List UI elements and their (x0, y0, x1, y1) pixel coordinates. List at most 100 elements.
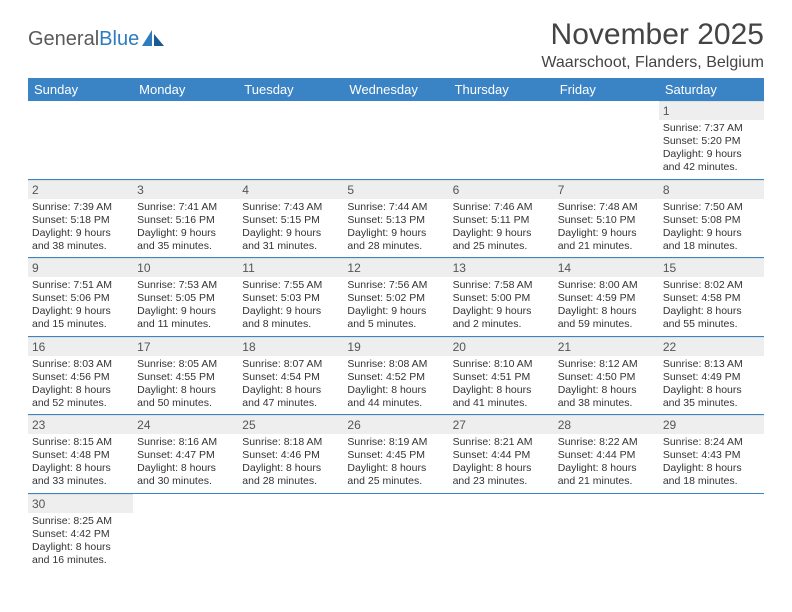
logo: GeneralBlue (28, 18, 166, 51)
day-number: 9 (28, 258, 133, 277)
day-cell: 18Sunrise: 8:07 AMSunset: 4:54 PMDayligh… (238, 336, 343, 415)
day-cell: 4Sunrise: 7:43 AMSunset: 5:15 PMDaylight… (238, 179, 343, 258)
week-row: 1Sunrise: 7:37 AMSunset: 5:20 PMDaylight… (28, 101, 764, 179)
weekday-header: Thursday (449, 78, 554, 101)
day-details: Sunrise: 7:46 AMSunset: 5:11 PMDaylight:… (449, 199, 554, 258)
day-cell: 9Sunrise: 7:51 AMSunset: 5:06 PMDaylight… (28, 258, 133, 337)
day-details: Sunrise: 8:00 AMSunset: 4:59 PMDaylight:… (554, 277, 659, 336)
day-details: Sunrise: 7:44 AMSunset: 5:13 PMDaylight:… (343, 199, 448, 258)
day-cell: 24Sunrise: 8:16 AMSunset: 4:47 PMDayligh… (133, 415, 238, 494)
day-number: 28 (554, 415, 659, 434)
day-number: 1 (659, 101, 764, 120)
day-cell (449, 101, 554, 179)
weekday-header-row: SundayMondayTuesdayWednesdayThursdayFrid… (28, 78, 764, 101)
day-number: 14 (554, 258, 659, 277)
day-number: 24 (133, 415, 238, 434)
weekday-header: Tuesday (238, 78, 343, 101)
day-number: 18 (238, 337, 343, 356)
day-details: Sunrise: 7:51 AMSunset: 5:06 PMDaylight:… (28, 277, 133, 336)
day-cell: 27Sunrise: 8:21 AMSunset: 4:44 PMDayligh… (449, 415, 554, 494)
day-cell: 7Sunrise: 7:48 AMSunset: 5:10 PMDaylight… (554, 179, 659, 258)
weekday-header: Friday (554, 78, 659, 101)
day-cell: 1Sunrise: 7:37 AMSunset: 5:20 PMDaylight… (659, 101, 764, 179)
week-row: 30Sunrise: 8:25 AMSunset: 4:42 PMDayligh… (28, 493, 764, 571)
day-details: Sunrise: 7:39 AMSunset: 5:18 PMDaylight:… (28, 199, 133, 258)
day-details: Sunrise: 8:08 AMSunset: 4:52 PMDaylight:… (343, 356, 448, 415)
day-details: Sunrise: 8:18 AMSunset: 4:46 PMDaylight:… (238, 434, 343, 493)
day-details: Sunrise: 8:13 AMSunset: 4:49 PMDaylight:… (659, 356, 764, 415)
day-details: Sunrise: 7:56 AMSunset: 5:02 PMDaylight:… (343, 277, 448, 336)
day-cell: 13Sunrise: 7:58 AMSunset: 5:00 PMDayligh… (449, 258, 554, 337)
day-number: 19 (343, 337, 448, 356)
day-cell (238, 101, 343, 179)
day-number: 22 (659, 337, 764, 356)
day-cell: 15Sunrise: 8:02 AMSunset: 4:58 PMDayligh… (659, 258, 764, 337)
day-cell (554, 493, 659, 571)
day-cell: 29Sunrise: 8:24 AMSunset: 4:43 PMDayligh… (659, 415, 764, 494)
day-cell: 6Sunrise: 7:46 AMSunset: 5:11 PMDaylight… (449, 179, 554, 258)
day-cell (343, 101, 448, 179)
day-details: Sunrise: 8:24 AMSunset: 4:43 PMDaylight:… (659, 434, 764, 493)
month-title: November 2025 (541, 18, 764, 52)
day-number: 25 (238, 415, 343, 434)
day-cell: 14Sunrise: 8:00 AMSunset: 4:59 PMDayligh… (554, 258, 659, 337)
day-details: Sunrise: 7:48 AMSunset: 5:10 PMDaylight:… (554, 199, 659, 258)
week-row: 16Sunrise: 8:03 AMSunset: 4:56 PMDayligh… (28, 336, 764, 415)
day-details: Sunrise: 8:10 AMSunset: 4:51 PMDaylight:… (449, 356, 554, 415)
week-row: 2Sunrise: 7:39 AMSunset: 5:18 PMDaylight… (28, 179, 764, 258)
day-cell (554, 101, 659, 179)
day-number: 15 (659, 258, 764, 277)
day-number: 11 (238, 258, 343, 277)
day-details: Sunrise: 8:19 AMSunset: 4:45 PMDaylight:… (343, 434, 448, 493)
day-cell: 25Sunrise: 8:18 AMSunset: 4:46 PMDayligh… (238, 415, 343, 494)
day-number: 12 (343, 258, 448, 277)
day-number: 27 (449, 415, 554, 434)
day-number: 3 (133, 180, 238, 199)
day-number: 4 (238, 180, 343, 199)
day-details: Sunrise: 7:53 AMSunset: 5:05 PMDaylight:… (133, 277, 238, 336)
day-cell: 19Sunrise: 8:08 AMSunset: 4:52 PMDayligh… (343, 336, 448, 415)
day-cell (343, 493, 448, 571)
day-cell: 22Sunrise: 8:13 AMSunset: 4:49 PMDayligh… (659, 336, 764, 415)
day-number: 6 (449, 180, 554, 199)
day-number: 30 (28, 494, 133, 513)
day-cell (28, 101, 133, 179)
day-details: Sunrise: 7:55 AMSunset: 5:03 PMDaylight:… (238, 277, 343, 336)
weekday-header: Saturday (659, 78, 764, 101)
day-details: Sunrise: 8:21 AMSunset: 4:44 PMDaylight:… (449, 434, 554, 493)
day-details: Sunrise: 8:22 AMSunset: 4:44 PMDaylight:… (554, 434, 659, 493)
day-cell: 10Sunrise: 7:53 AMSunset: 5:05 PMDayligh… (133, 258, 238, 337)
day-cell (238, 493, 343, 571)
day-cell: 16Sunrise: 8:03 AMSunset: 4:56 PMDayligh… (28, 336, 133, 415)
day-number: 5 (343, 180, 448, 199)
day-cell: 11Sunrise: 7:55 AMSunset: 5:03 PMDayligh… (238, 258, 343, 337)
day-number: 29 (659, 415, 764, 434)
day-cell: 30Sunrise: 8:25 AMSunset: 4:42 PMDayligh… (28, 493, 133, 571)
day-cell (449, 493, 554, 571)
day-cell: 20Sunrise: 8:10 AMSunset: 4:51 PMDayligh… (449, 336, 554, 415)
day-details: Sunrise: 8:05 AMSunset: 4:55 PMDaylight:… (133, 356, 238, 415)
day-details: Sunrise: 8:03 AMSunset: 4:56 PMDaylight:… (28, 356, 133, 415)
title-block: November 2025 Waarschoot, Flanders, Belg… (541, 18, 764, 72)
day-number: 13 (449, 258, 554, 277)
weekday-header: Wednesday (343, 78, 448, 101)
day-details: Sunrise: 8:15 AMSunset: 4:48 PMDaylight:… (28, 434, 133, 493)
day-cell: 8Sunrise: 7:50 AMSunset: 5:08 PMDaylight… (659, 179, 764, 258)
weekday-header: Monday (133, 78, 238, 101)
week-row: 23Sunrise: 8:15 AMSunset: 4:48 PMDayligh… (28, 415, 764, 494)
weekday-header: Sunday (28, 78, 133, 101)
day-cell: 23Sunrise: 8:15 AMSunset: 4:48 PMDayligh… (28, 415, 133, 494)
day-cell: 12Sunrise: 7:56 AMSunset: 5:02 PMDayligh… (343, 258, 448, 337)
day-details: Sunrise: 8:02 AMSunset: 4:58 PMDaylight:… (659, 277, 764, 336)
day-number: 26 (343, 415, 448, 434)
day-number: 23 (28, 415, 133, 434)
calendar-table: SundayMondayTuesdayWednesdayThursdayFrid… (28, 78, 764, 571)
day-details: Sunrise: 7:37 AMSunset: 5:20 PMDaylight:… (659, 120, 764, 179)
day-cell: 2Sunrise: 7:39 AMSunset: 5:18 PMDaylight… (28, 179, 133, 258)
logo-text-1: General (28, 28, 99, 51)
day-details: Sunrise: 8:25 AMSunset: 4:42 PMDaylight:… (28, 513, 133, 572)
day-cell: 21Sunrise: 8:12 AMSunset: 4:50 PMDayligh… (554, 336, 659, 415)
day-number: 10 (133, 258, 238, 277)
day-number: 16 (28, 337, 133, 356)
day-number: 21 (554, 337, 659, 356)
